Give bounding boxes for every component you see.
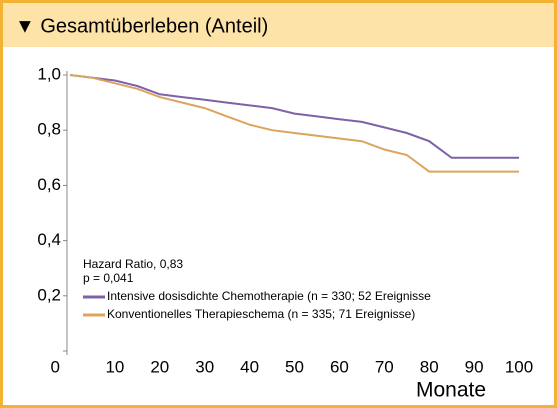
- x-axis-label: Monate: [416, 379, 486, 402]
- title-bar: [3, 3, 554, 47]
- x-tick-label: 80: [420, 357, 439, 376]
- x-tick-label: 10: [105, 357, 124, 376]
- chart: ▼ Gesamtüberleben (Anteil) Monate Hazard…: [3, 3, 554, 402]
- y-tick-label: 0,2: [37, 285, 61, 304]
- x-tick-label: 20: [150, 357, 169, 376]
- legend-label: Konventionelles Therapieschema (n = 335;…: [107, 307, 415, 321]
- survival-line: [69, 74, 519, 159]
- x-tick-label: 50: [285, 357, 304, 376]
- y-tick-label: 0,8: [37, 120, 61, 139]
- x-tick-label: 60: [330, 357, 349, 376]
- legend-label: Intensive dosisdichte Chemotherapie (n =…: [107, 289, 431, 303]
- y-tick-label: 0,6: [37, 175, 61, 194]
- y-tick-label: 1,0: [37, 64, 61, 83]
- x-tick-label: 100: [505, 357, 533, 376]
- y-tick-label: 0: [51, 357, 60, 376]
- x-tick-label: 30: [195, 357, 214, 376]
- y-tick-label: 0,4: [37, 230, 61, 249]
- x-tick-label: 90: [465, 357, 484, 376]
- x-tick-label: 40: [240, 357, 259, 376]
- chart-title: ▼ Gesamtüberleben (Anteil): [15, 15, 268, 37]
- annotation: p = 0,041: [83, 271, 134, 285]
- survival-line: [69, 74, 519, 173]
- annotation: Hazard Ratio, 0,83: [83, 257, 183, 271]
- x-tick-label: 70: [375, 357, 394, 376]
